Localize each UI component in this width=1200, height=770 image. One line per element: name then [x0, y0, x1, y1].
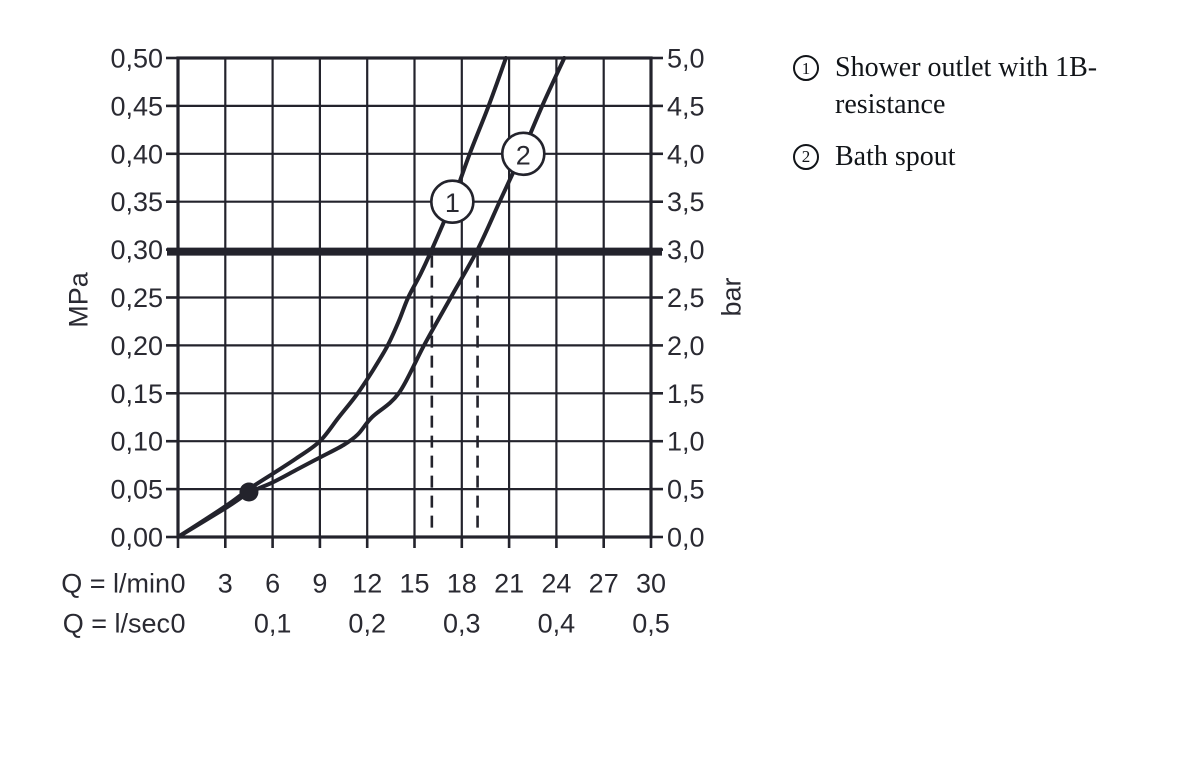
svg-text:0,2: 0,2 — [348, 608, 386, 638]
svg-text:0,15: 0,15 — [110, 379, 163, 409]
svg-text:0,5: 0,5 — [632, 608, 670, 638]
grid — [176, 56, 653, 539]
svg-text:0,00: 0,00 — [110, 522, 163, 552]
svg-text:0,25: 0,25 — [110, 283, 163, 313]
svg-text:3,5: 3,5 — [667, 187, 705, 217]
svg-text:1: 1 — [445, 188, 460, 218]
svg-text:0,10: 0,10 — [110, 427, 163, 457]
svg-text:0,0: 0,0 — [667, 522, 705, 552]
svg-text:1,5: 1,5 — [667, 379, 705, 409]
svg-text:2,0: 2,0 — [667, 331, 705, 361]
svg-text:6: 6 — [265, 568, 280, 598]
axis-ticks — [166, 56, 663, 548]
svg-text:0,35: 0,35 — [110, 187, 163, 217]
svg-text:3: 3 — [218, 568, 233, 598]
x-tick-labels-lsec: Q = l/sec 0 0,1 0,2 0,3 0,4 0,5 — [63, 608, 670, 638]
legend: 1 Shower outlet with 1B-resistance 2 Bat… — [793, 50, 1193, 176]
svg-text:15: 15 — [399, 568, 429, 598]
curve-marker-2: 2 — [500, 131, 546, 177]
svg-text:0: 0 — [170, 608, 185, 638]
bar-axis-label: bar — [716, 277, 746, 316]
svg-text:4,5: 4,5 — [667, 91, 705, 121]
circled-2-icon: 2 — [793, 143, 819, 170]
svg-text:12: 12 — [352, 568, 382, 598]
legend-label-shower-outlet: Shower outlet with 1B-resistance — [835, 52, 1098, 120]
svg-text:0,30: 0,30 — [110, 235, 163, 265]
svg-text:0: 0 — [170, 568, 185, 598]
svg-text:Q = l/sec: Q = l/sec — [63, 608, 170, 638]
y-left-tick-labels: 0,00 0,05 0,10 0,15 0,20 0,25 0,30 0,35 0,40 0,45… — [110, 43, 163, 552]
legend-label-bath-spout: Bath spout — [835, 140, 956, 172]
svg-text:9: 9 — [312, 568, 327, 598]
legend-item-bath-spout: 2 Bath spout — [793, 139, 1193, 176]
svg-text:30: 30 — [636, 568, 666, 598]
x-tick-labels-lmin: Q = l/min 0 3 6 9 12 15 18 21 24 27 30 — [61, 568, 666, 598]
svg-text:Q = l/min: Q = l/min — [61, 568, 170, 598]
svg-text:24: 24 — [541, 568, 571, 598]
operating-point-dot — [239, 482, 259, 502]
curve-bath-spout — [177, 56, 567, 539]
svg-text:0,05: 0,05 — [110, 475, 163, 505]
svg-text:27: 27 — [589, 568, 619, 598]
svg-text:1,0: 1,0 — [667, 427, 705, 457]
svg-text:0,50: 0,50 — [110, 43, 163, 73]
svg-text:0,40: 0,40 — [110, 139, 163, 169]
svg-text:0,20: 0,20 — [110, 331, 163, 361]
svg-text:4,0: 4,0 — [667, 139, 705, 169]
svg-text:2,5: 2,5 — [667, 283, 705, 313]
y-right-tick-labels: 0,0 0,5 1,0 1,5 2,0 2,5 3,0 3,5 4,0 4,5 5,0 — [667, 43, 705, 552]
svg-text:0,3: 0,3 — [443, 608, 481, 638]
circled-1-icon: 1 — [793, 55, 819, 81]
curve-marker-1: 1 — [430, 179, 475, 224]
svg-text:18: 18 — [447, 568, 477, 598]
svg-text:0,1: 0,1 — [254, 608, 292, 638]
svg-text:0,4: 0,4 — [538, 608, 576, 638]
svg-text:3,0: 3,0 — [667, 235, 705, 265]
svg-text:21: 21 — [494, 568, 524, 598]
svg-text:5,0: 5,0 — [667, 43, 705, 73]
svg-text:0,5: 0,5 — [667, 475, 705, 505]
mpa-axis-label: MPa — [63, 271, 93, 328]
svg-text:0,45: 0,45 — [110, 91, 163, 121]
svg-text:2: 2 — [516, 140, 531, 170]
legend-item-shower-outlet: 1 Shower outlet with 1B-resistance — [793, 50, 1193, 124]
